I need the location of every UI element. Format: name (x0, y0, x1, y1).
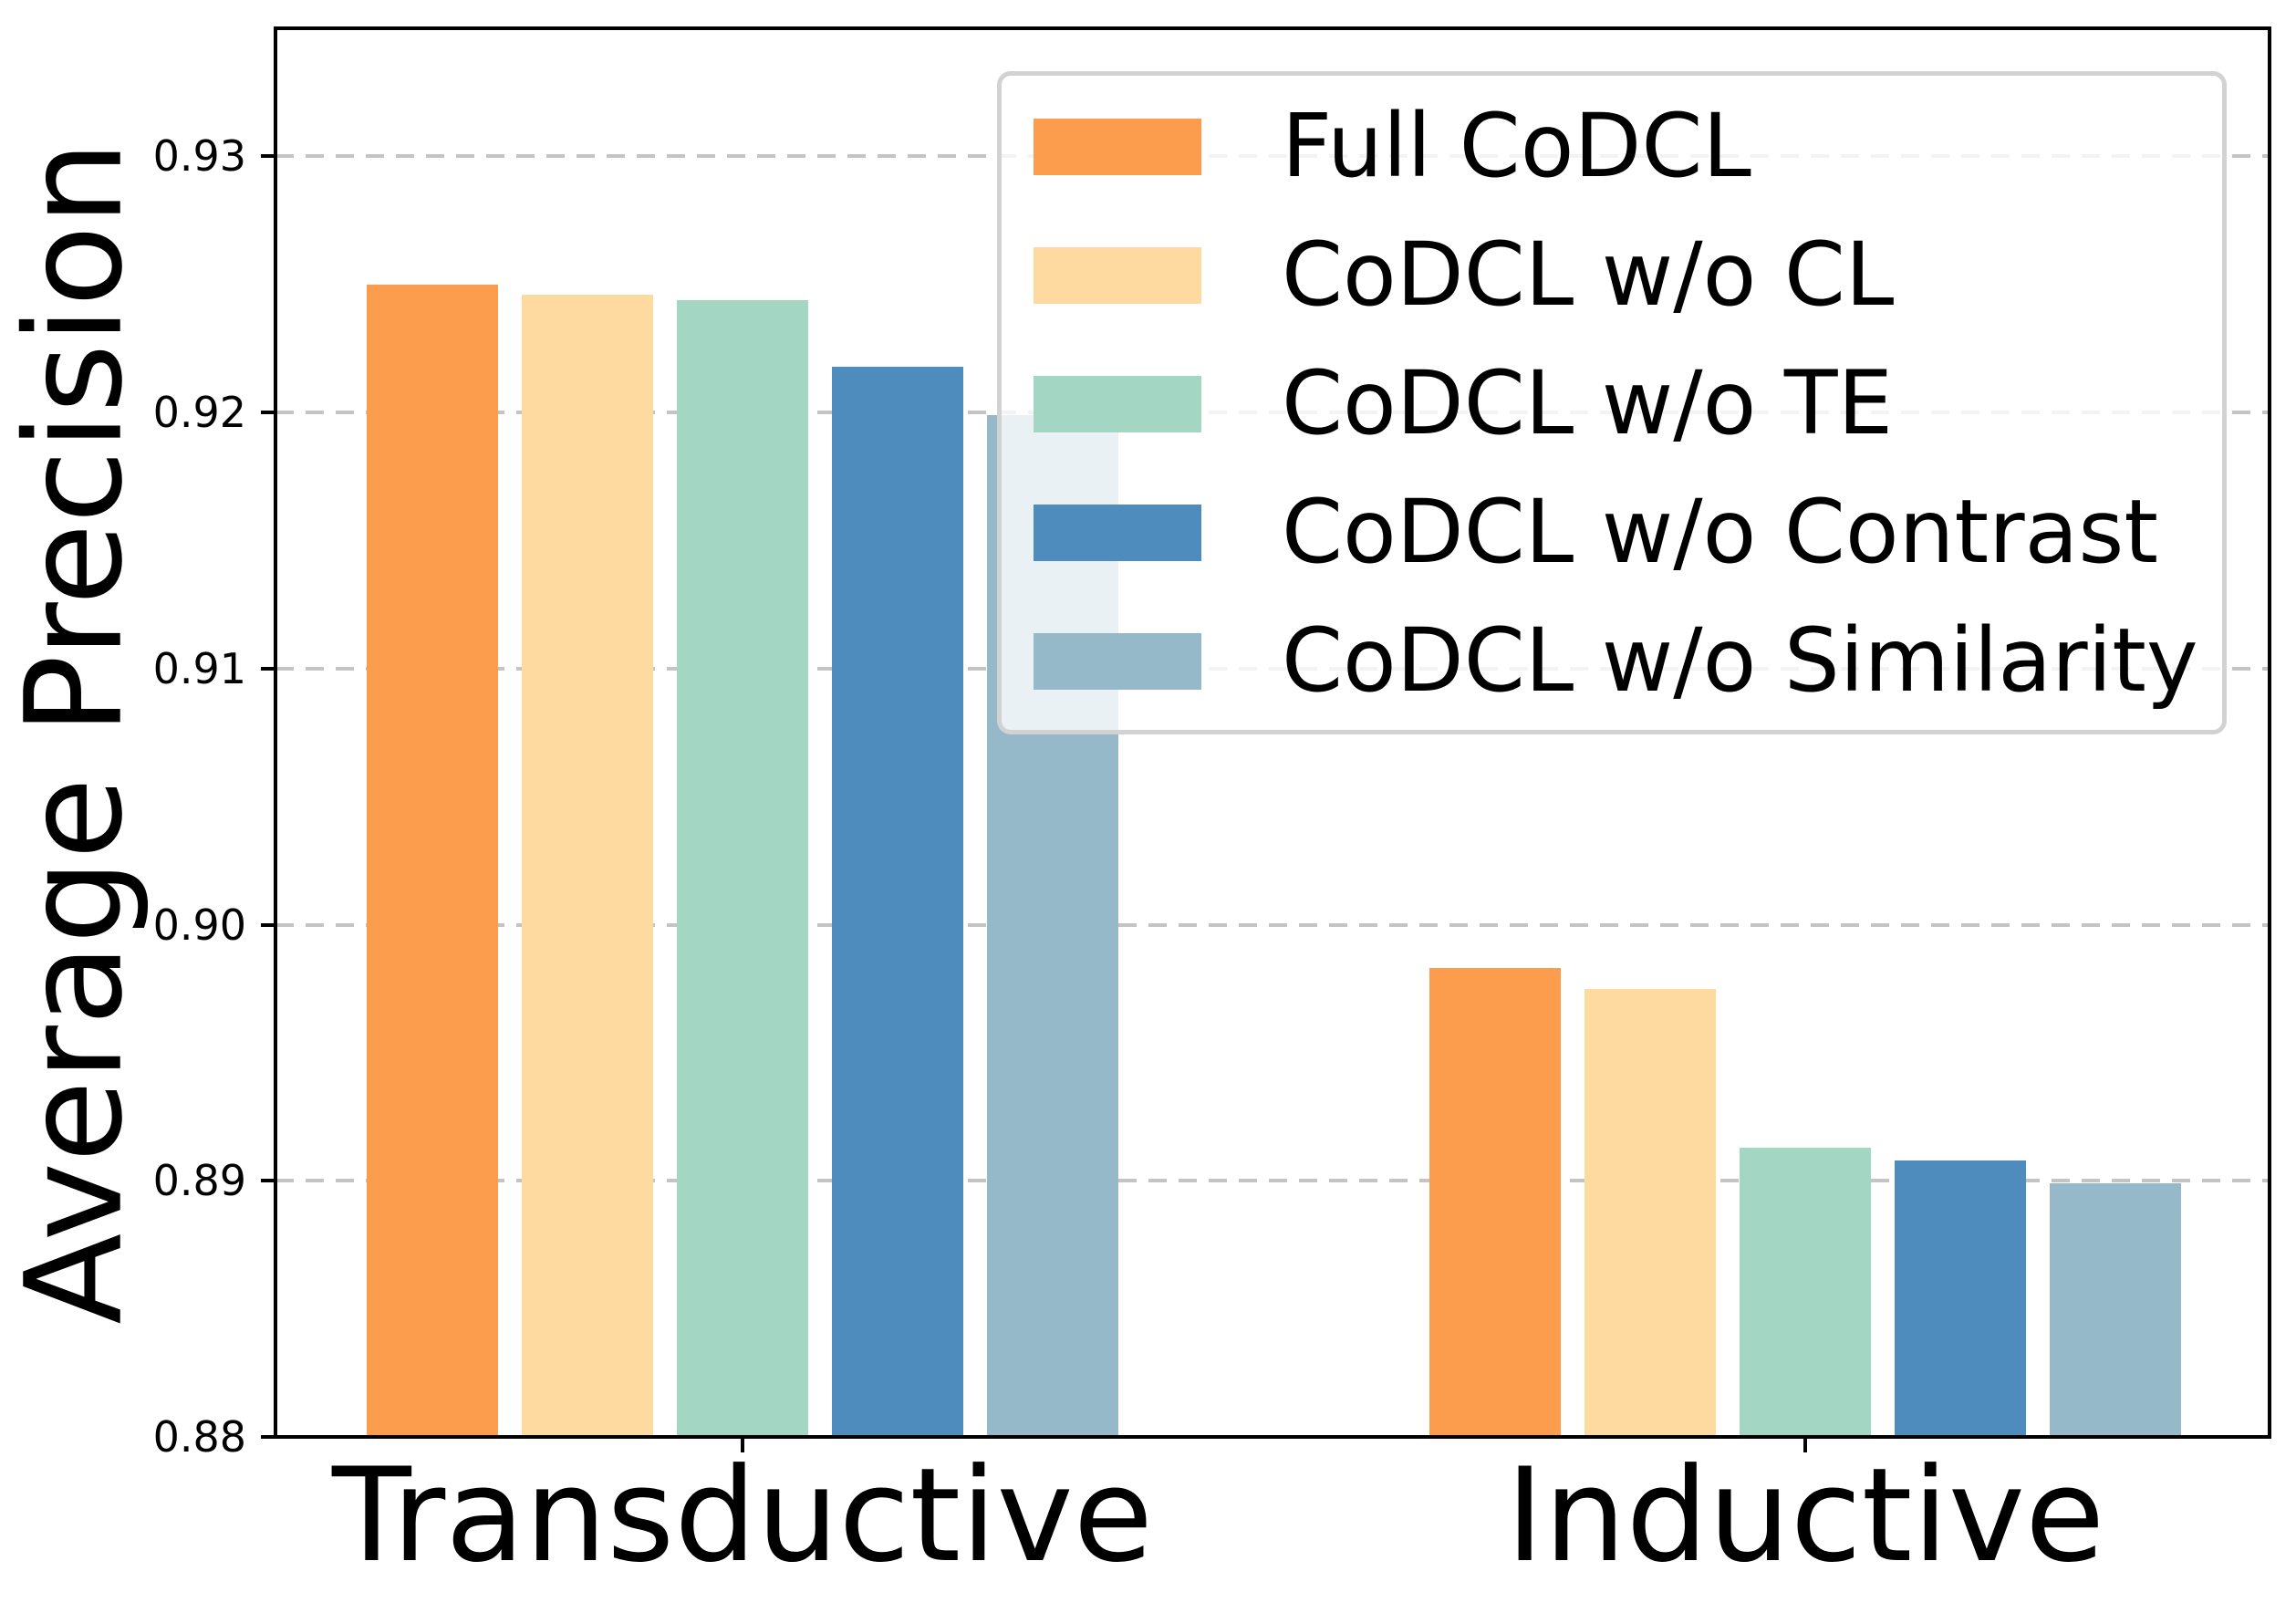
legend-row: Full CoDCL (1002, 83, 2222, 211)
legend-label: CoDCL w/o Contrast (1282, 481, 2159, 584)
legend-label: CoDCL w/o CL (1282, 224, 1895, 327)
x-axis-spine (274, 1435, 2271, 1439)
gridline-0.89 (275, 1179, 2270, 1183)
legend-row: CoDCL w/o Similarity (1002, 598, 2222, 725)
y-tick-label: 0.88 (152, 1412, 246, 1462)
y-tick-label: 0.90 (152, 900, 246, 950)
bar-inductive-5 (2050, 1183, 2181, 1437)
legend-swatch-icon (1034, 633, 1201, 690)
legend-label: CoDCL w/o Similarity (1282, 609, 2198, 713)
bar-inductive-3 (1740, 1147, 1871, 1437)
y-tick-label: 0.91 (152, 643, 246, 693)
bar-inductive-2 (1584, 988, 1716, 1437)
y-tick-mark (261, 154, 275, 159)
x-tick-label-transductive: Transductive (332, 1441, 1153, 1591)
bar-transductive-2 (522, 294, 653, 1437)
x-tick-label-inductive: Inductive (1505, 1441, 2105, 1591)
bar-inductive-1 (1429, 968, 1561, 1437)
legend-row: CoDCL w/o CL (1002, 212, 2222, 339)
bar-transductive-1 (367, 284, 498, 1437)
gridline-0.9 (275, 922, 2270, 927)
y-tick-mark (261, 1179, 275, 1183)
legend-swatch-icon (1034, 376, 1201, 432)
right-spine (2268, 26, 2271, 1439)
legend-row: CoDCL w/o TE (1002, 340, 2222, 468)
y-tick-label: 0.89 (152, 1156, 246, 1206)
bar-transductive-4 (832, 366, 963, 1437)
y-tick-label: 0.93 (152, 131, 246, 182)
legend-row: CoDCL w/o Contrast (1002, 469, 2222, 597)
y-tick-mark (261, 922, 275, 927)
y-tick-mark (261, 1435, 275, 1439)
y-axis-label: Average Precision (0, 140, 152, 1325)
legend-swatch-icon (1034, 247, 1201, 304)
x-tick-mark (741, 1437, 744, 1452)
y-axis-spine (274, 26, 277, 1439)
y-tick-mark (261, 411, 275, 415)
legend: Full CoDCL CoDCL w/o CL CoDCL w/o TE CoDCL … (997, 71, 2227, 734)
y-tick-label: 0.92 (152, 388, 246, 438)
bar-transductive-3 (677, 299, 808, 1437)
legend-label: CoDCL w/o TE (1282, 352, 1894, 455)
legend-label: Full CoDCL (1282, 95, 1751, 198)
x-tick-mark (1803, 1437, 1807, 1452)
top-spine (274, 26, 2271, 30)
legend-swatch-icon (1034, 119, 1201, 175)
legend-swatch-icon (1034, 505, 1201, 561)
bar-inductive-4 (1895, 1160, 2026, 1437)
y-tick-mark (261, 666, 275, 671)
